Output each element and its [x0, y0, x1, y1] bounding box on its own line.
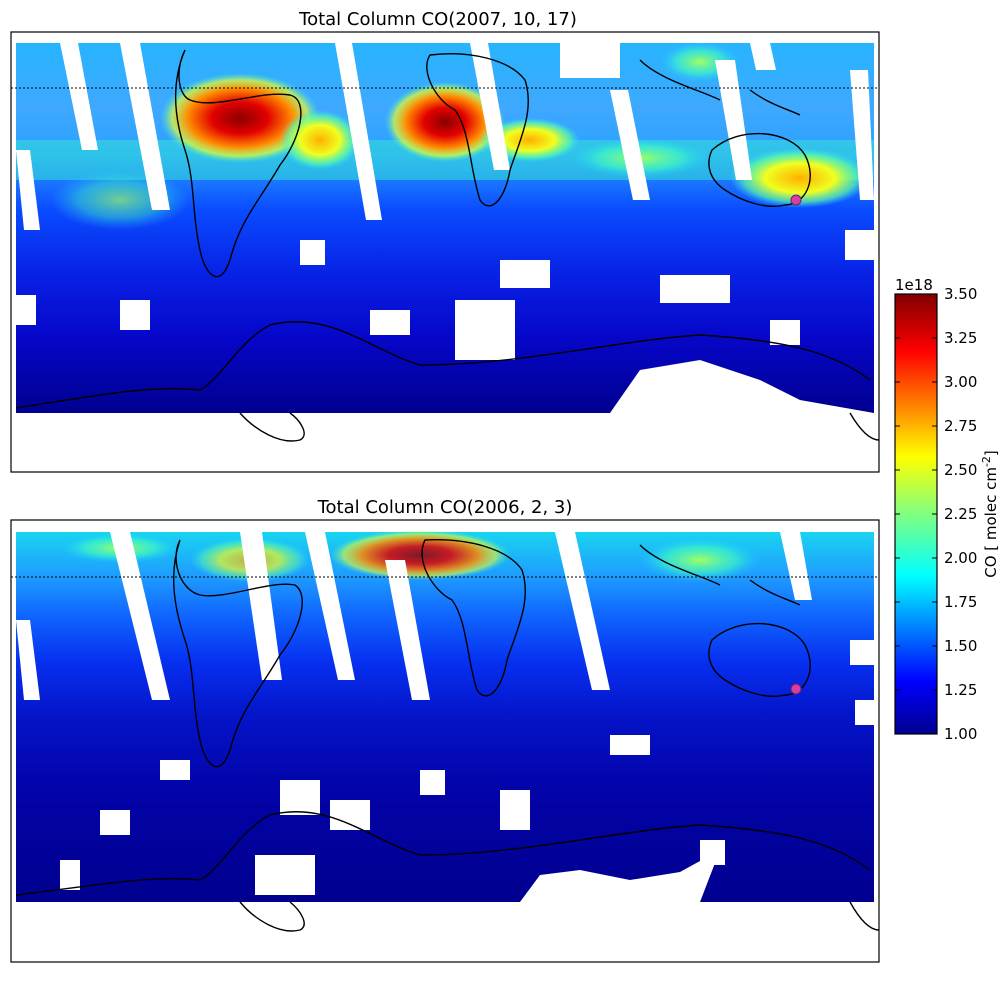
colorbar-tick-label: 2.75 [944, 417, 977, 435]
colorbar-tick-label: 1.25 [944, 681, 977, 699]
colorbar-label: CO [ molec cm-2] [980, 450, 1000, 578]
colorbar-tick-label: 1.50 [944, 637, 977, 655]
colorbar-tick-label: 1.00 [944, 725, 977, 743]
colorbar-multiplier: 1e18 [895, 276, 933, 294]
panel-2-africa-plume [330, 530, 510, 580]
panel-2-title: Total Column CO(2006, 2, 3) [317, 497, 573, 518]
colorbar-tick-label: 3.50 [944, 285, 977, 303]
panel-1-frame [10, 31, 880, 473]
panel-2-co-field [16, 532, 874, 902]
panel-2-site-marker [790, 683, 802, 695]
panel-2-swath-gaps [16, 532, 874, 895]
panel-1-swath-gaps [16, 43, 874, 360]
panel-1-africa-plume [385, 82, 505, 162]
panel-1-title: Total Column CO(2007, 10, 17) [298, 9, 577, 30]
colorbar-tick-label: 2.00 [944, 549, 977, 567]
panel-2-frame [10, 519, 880, 963]
panel-2006: Total Column CO(2006, 2, 3) [10, 497, 880, 963]
colorbar-tick-label: 2.50 [944, 461, 977, 479]
colorbar-scale [894, 293, 938, 735]
colorbar-ticks: 1.00 1.25 1.50 1.75 2.00 2.25 2.50 2.75 3.00 3.25… [895, 285, 977, 743]
panel-1-amazon-plume [160, 73, 320, 163]
colorbar: 1e18 1.00 1.25 1.50 1.75 2.00 2.25 2.50 2.75 3.0… [894, 276, 1000, 743]
colorbar-tick-label: 1.75 [944, 593, 977, 611]
panel-2-coastlines [15, 539, 879, 932]
panel-2007: Total Column CO(2007, 10, 17) [10, 9, 880, 473]
panel-1-coastlines [15, 49, 879, 442]
panel-1-site-marker [790, 194, 802, 206]
colorbar-tick-label: 2.25 [944, 505, 977, 523]
panel-1-australia-plume [730, 148, 870, 208]
colorbar-tick-label: 3.25 [944, 329, 977, 347]
colorbar-tick-label: 3.00 [944, 373, 977, 391]
